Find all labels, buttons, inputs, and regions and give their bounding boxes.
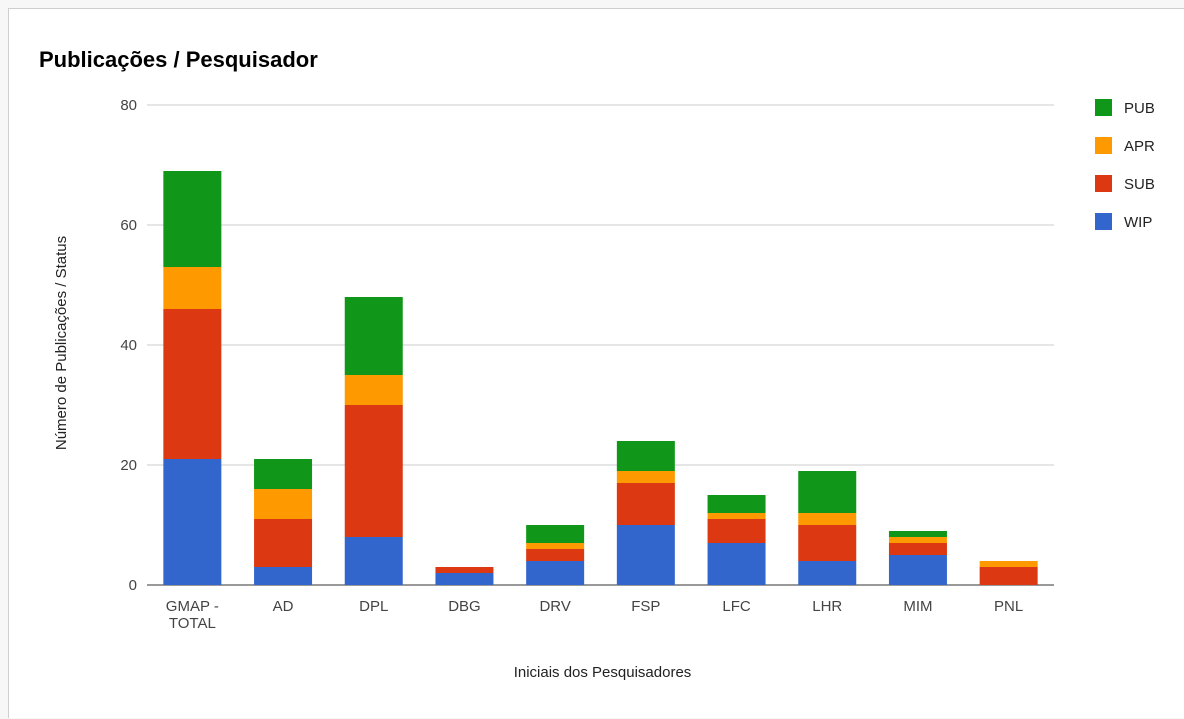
legend-swatch-pub xyxy=(1095,99,1112,116)
x-tick-label: PNL xyxy=(994,598,1023,615)
bar-segment-pub xyxy=(798,471,857,513)
bar-segment-wip xyxy=(707,543,766,585)
bar-segment-pub xyxy=(888,531,947,537)
bar-segment-sub xyxy=(254,519,313,567)
bar-segment-apr xyxy=(344,375,403,405)
bar-segment-sub xyxy=(979,567,1038,585)
bar-segment-apr xyxy=(526,543,585,549)
x-tick-label: DRV xyxy=(539,598,570,615)
x-tick-label: GMAP -TOTAL xyxy=(166,598,219,632)
legend-label-pub: PUB xyxy=(1124,100,1155,117)
y-tick-label: 60 xyxy=(120,217,137,234)
bar-segment-wip xyxy=(435,573,494,585)
legend-label-wip: WIP xyxy=(1124,214,1152,231)
bar-segment-sub xyxy=(435,567,494,573)
bar-segment-apr xyxy=(163,267,222,309)
bar-segment-pub xyxy=(344,297,403,375)
y-tick-label: 0 xyxy=(129,577,137,594)
y-tick-label: 20 xyxy=(120,457,137,474)
y-axis-label: Número de Publicações / Status xyxy=(53,236,70,450)
x-tick-label: LFC xyxy=(722,598,751,615)
bar-segment-wip xyxy=(163,459,222,585)
bar-segment-wip xyxy=(888,555,947,585)
bar-segment-pub xyxy=(526,525,585,543)
bar-segment-pub xyxy=(254,459,313,489)
bar-segment-sub xyxy=(163,309,222,459)
bar-segment-wip xyxy=(344,537,403,585)
chart-frame: Publicações / Pesquisador 0 20 40 60 80 GMAP… xyxy=(8,8,1184,718)
bar-segment-sub xyxy=(526,549,585,561)
bar-segment-apr xyxy=(798,513,857,525)
legend-label-sub: SUB xyxy=(1124,176,1155,193)
bar-segment-apr xyxy=(707,513,766,519)
y-tick-labels: 0 20 40 60 80 xyxy=(120,97,137,594)
legend-swatch-sub xyxy=(1095,175,1112,192)
x-tick-label: LHR xyxy=(812,598,842,615)
stacked-bar-chart: Publicações / Pesquisador 0 20 40 60 80 GMAP… xyxy=(39,47,1155,681)
bar-segment-sub xyxy=(344,405,403,537)
x-tick-label: DBG xyxy=(448,598,481,615)
legend-swatch-apr xyxy=(1095,137,1112,154)
x-tick-label: MIM xyxy=(903,598,932,615)
x-tick-labels: GMAP -TOTAL AD DPL DBG DRV FSP LFC LHR MIM PNL xyxy=(166,598,1023,632)
chart-title: Publicações / Pesquisador xyxy=(39,47,318,72)
bar-segment-apr xyxy=(979,561,1038,567)
bar-segment-wip xyxy=(254,567,313,585)
bar-segment-wip xyxy=(526,561,585,585)
x-axis-label: Iniciais dos Pesquisadores xyxy=(514,664,692,681)
bar-segment-pub xyxy=(616,441,675,471)
legend-label-apr: APR xyxy=(1124,138,1155,155)
bar-segment-apr xyxy=(616,471,675,483)
y-tick-label: 80 xyxy=(120,97,137,114)
bar-segment-pub xyxy=(163,171,222,267)
legend-swatch-wip xyxy=(1095,213,1112,230)
x-tick-label: AD xyxy=(273,598,294,615)
bar-segment-sub xyxy=(616,483,675,525)
bar-segment-sub xyxy=(707,519,766,543)
x-tick-label: DPL xyxy=(359,598,388,615)
bar-segment-sub xyxy=(798,525,857,561)
x-tick-label: FSP xyxy=(631,598,660,615)
y-tick-label: 40 xyxy=(120,337,137,354)
bar-segment-apr xyxy=(254,489,313,519)
bar-segment-pub xyxy=(707,495,766,513)
bar-segment-wip xyxy=(798,561,857,585)
legend: PUB APR SUB WIP xyxy=(1095,99,1155,231)
bar-segment-sub xyxy=(888,543,947,555)
bar-segment-apr xyxy=(888,537,947,543)
bar-segment-wip xyxy=(616,525,675,585)
bars xyxy=(163,171,1038,585)
